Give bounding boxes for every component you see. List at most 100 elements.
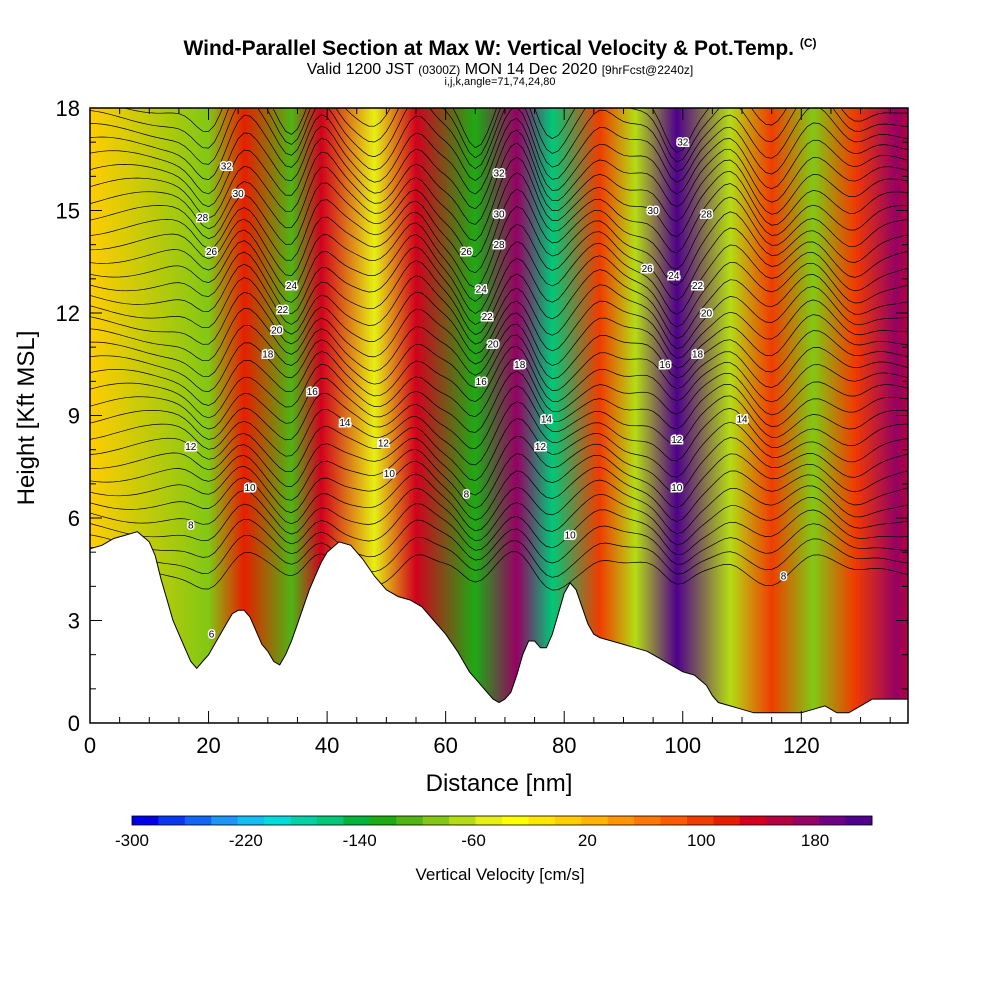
contour-label: 10 xyxy=(670,481,685,495)
colorbar-swatch xyxy=(687,816,714,825)
contour-label: 16 xyxy=(658,358,673,372)
plot-area: 32 30 28 26 24 22 20 18 16 14 12 12 10 10 8 8 6 32 30 28 26 2… xyxy=(90,108,908,723)
contour-label: 30 xyxy=(646,205,661,219)
isentrope-line xyxy=(90,473,908,535)
vertical-velocity-field xyxy=(90,108,908,723)
isentrope-line xyxy=(90,108,908,183)
contour-label: 14 xyxy=(539,413,554,427)
isentrope-line xyxy=(90,487,908,546)
isentrope-line xyxy=(90,357,908,419)
isentrope-line xyxy=(90,246,908,328)
colorbar-swatch xyxy=(819,816,847,825)
colorbar-swatch xyxy=(607,816,635,825)
contour-label: 32 xyxy=(219,160,234,174)
copyright-mark: (C) xyxy=(799,36,817,50)
contour-label-text: 30 xyxy=(233,189,245,200)
forecast-info: [9hrFcst@2240z] xyxy=(601,63,694,77)
contour-label-text: 10 xyxy=(244,483,256,494)
contour-label-text: 22 xyxy=(692,281,704,292)
contour-label-text: 16 xyxy=(476,377,488,388)
colorbar-swatch xyxy=(343,816,371,825)
contour-label-text: 8 xyxy=(188,520,194,531)
colorbar-swatch xyxy=(581,816,609,825)
isentrope-line xyxy=(90,418,908,481)
x-tick-label: 60 xyxy=(433,733,457,758)
contour-label: 22 xyxy=(480,310,495,324)
isentrope-line xyxy=(90,345,908,406)
colorbar-swatch xyxy=(634,816,662,825)
contour-label-text: 10 xyxy=(565,531,577,542)
contour-label-text: 28 xyxy=(197,213,209,224)
isentrope-line xyxy=(90,205,908,289)
chart-title-text: Wind-Parallel Section at Max W: Vertical… xyxy=(183,37,794,60)
contour-label-text: 24 xyxy=(476,285,488,296)
y-tick-label: 18 xyxy=(56,96,80,121)
colorbar-swatch xyxy=(739,816,767,825)
colorbar-swatch xyxy=(369,816,397,825)
valid-utc: (0300Z) xyxy=(418,63,461,77)
colorbar-swatch xyxy=(158,816,186,825)
colorbar-tick-label: -140 xyxy=(343,831,377,850)
contour-label: 26 xyxy=(204,246,219,260)
isentrope-line xyxy=(90,535,908,578)
isentrope-line xyxy=(90,401,908,466)
terrain-mask xyxy=(90,531,908,723)
colorbar-swatch xyxy=(660,816,688,825)
colorbar-swatch xyxy=(422,816,450,825)
y-tick-label: 15 xyxy=(56,199,80,224)
contour-label: 22 xyxy=(276,304,291,318)
contour-label-text: 32 xyxy=(677,138,689,149)
contour-label: 8 xyxy=(779,570,788,584)
colorbar-swatch xyxy=(237,816,265,825)
contour-label-text: 14 xyxy=(339,418,351,429)
colorbar-title: Vertical Velocity [cm/s] xyxy=(415,865,584,884)
contour-label-text: 8 xyxy=(781,572,787,583)
contour-label-text: 18 xyxy=(262,350,274,361)
isentrope-line xyxy=(90,108,908,173)
contour-label-text: 26 xyxy=(206,247,218,258)
contour-label: 10 xyxy=(243,481,258,495)
isentrope-line xyxy=(90,435,908,496)
contour-label: 24 xyxy=(474,283,489,297)
valid-time: Valid 1200 JST xyxy=(306,61,414,78)
colorbar-swatch xyxy=(264,816,292,825)
isentrope-line xyxy=(90,518,908,565)
contour-label: 20 xyxy=(699,307,714,321)
x-axis-title: Distance [nm] xyxy=(426,770,573,797)
contour-label: 10 xyxy=(563,529,578,543)
isentrope-line xyxy=(90,370,908,433)
colorbar-tick-label: 100 xyxy=(687,831,715,850)
isentrope-line xyxy=(90,108,908,163)
contour-label-text: 10 xyxy=(384,469,396,480)
isentrope-line xyxy=(90,172,908,258)
contour-label-text: 26 xyxy=(642,264,654,275)
contour-label: 12 xyxy=(533,440,548,454)
colorbar-swatch xyxy=(766,816,794,825)
isentrope-line xyxy=(90,460,908,522)
contour-label-text: 28 xyxy=(701,209,713,220)
contour-label: 20 xyxy=(270,324,285,338)
contour-label: 20 xyxy=(486,338,501,352)
chart-subtitle: Valid 1200 JST (0300Z) MON 14 Dec 2020 [… xyxy=(0,61,1000,79)
x-tick-label: 80 xyxy=(552,733,576,758)
contour-label: 16 xyxy=(474,375,489,389)
contour-label-text: 20 xyxy=(701,309,713,320)
isentrope-line xyxy=(90,551,908,591)
contour-label-text: 24 xyxy=(286,281,298,292)
contour-label-text: 12 xyxy=(185,442,197,453)
contour-label: 18 xyxy=(513,358,528,372)
contour-label: 12 xyxy=(670,433,685,447)
valid-date: MON 14 Dec 2020 xyxy=(464,61,598,78)
contour-label-text: 30 xyxy=(493,209,505,220)
isentrope-line xyxy=(90,307,908,369)
colorbar-swatch xyxy=(475,816,503,825)
contour-label-text: 14 xyxy=(736,414,748,425)
isentrope-line xyxy=(90,260,908,339)
colorbar-tick-label: 20 xyxy=(578,831,597,850)
contour-label-text: 28 xyxy=(493,240,505,251)
x-tick-label: 0 xyxy=(84,733,96,758)
contour-label: 32 xyxy=(676,136,691,150)
contour-label: 18 xyxy=(691,348,706,362)
isentrope-line xyxy=(90,129,908,210)
